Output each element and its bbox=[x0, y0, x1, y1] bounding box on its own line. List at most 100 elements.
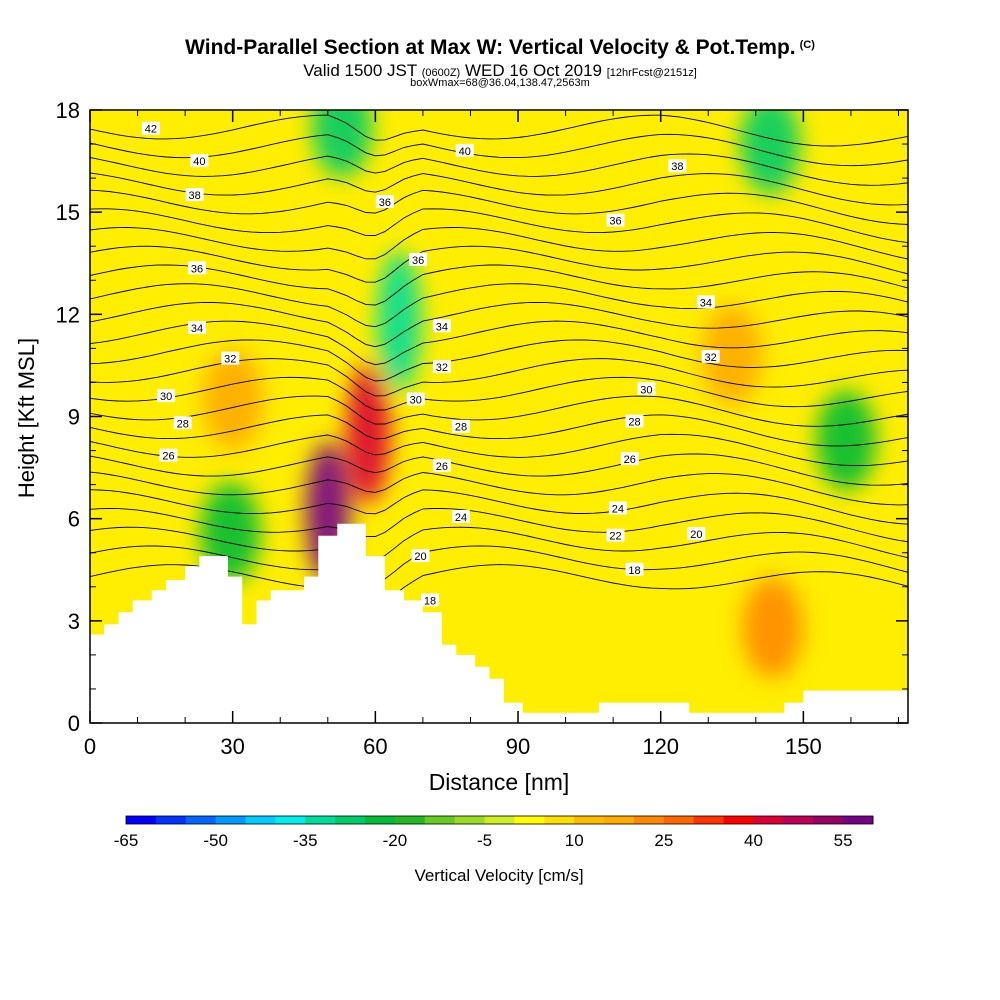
valid-date: WED 16 Oct 2019 bbox=[464, 61, 602, 80]
contour-label: 36 bbox=[375, 194, 394, 209]
colorbar-swatch bbox=[544, 816, 575, 824]
colorbar-swatch bbox=[693, 816, 725, 824]
svg-text:32: 32 bbox=[224, 354, 236, 366]
isentrope-line bbox=[90, 453, 908, 486]
svg-text:40: 40 bbox=[193, 156, 205, 168]
isentrope-line bbox=[90, 471, 908, 506]
plot-area bbox=[90, 110, 908, 723]
forecast-info: [12hrFcst@2151z] bbox=[606, 67, 697, 79]
colorbar-swatch bbox=[574, 816, 605, 824]
isentrope-line bbox=[90, 339, 908, 382]
x-axis-label: Distance [nm] bbox=[429, 769, 570, 795]
contour-label: 34 bbox=[696, 295, 715, 309]
valid-time-utc: (0600Z) bbox=[421, 67, 461, 79]
contour-label: 24 bbox=[451, 509, 470, 524]
svg-text:36: 36 bbox=[379, 197, 391, 209]
x-tick-label: 90 bbox=[506, 734, 530, 759]
isentrope-line bbox=[90, 114, 908, 147]
colorbar-tick-label: -5 bbox=[477, 831, 492, 850]
updraft-core-3 bbox=[742, 577, 803, 678]
contour-label: 30 bbox=[157, 389, 176, 403]
colorbar-swatch bbox=[663, 816, 695, 824]
colorbar-swatch bbox=[305, 816, 336, 824]
isentrope-line bbox=[90, 172, 908, 206]
colorbar-swatch bbox=[155, 816, 187, 824]
contour-label: 32 bbox=[701, 349, 720, 364]
isentrope-line bbox=[90, 153, 908, 186]
colorbar-swatch bbox=[424, 816, 456, 824]
svg-text:28: 28 bbox=[177, 418, 189, 430]
contour-label: 36 bbox=[606, 213, 625, 228]
isentrope-line bbox=[90, 433, 908, 467]
svg-text:24: 24 bbox=[455, 512, 467, 524]
contour-label: 26 bbox=[620, 452, 639, 466]
isentrope-line bbox=[90, 301, 908, 348]
colorbar-tick-label: 40 bbox=[744, 831, 763, 850]
contour-label: 30 bbox=[406, 392, 425, 406]
svg-text:32: 32 bbox=[436, 362, 448, 374]
isentrope-line bbox=[90, 264, 908, 306]
contour-label: 36 bbox=[409, 252, 428, 267]
colorbar-swatch bbox=[335, 816, 366, 824]
colorbar-swatch bbox=[394, 816, 426, 824]
contour-label: 20 bbox=[687, 526, 706, 541]
colorbar-label: Vertical Velocity [cm/s] bbox=[414, 866, 583, 885]
contour-label: 38 bbox=[668, 159, 687, 173]
x-tick-label: 60 bbox=[363, 734, 387, 759]
copyright-mark: (C) bbox=[799, 39, 815, 51]
contour-label: 42 bbox=[141, 121, 160, 136]
contour-label: 20 bbox=[411, 549, 430, 563]
svg-text:36: 36 bbox=[191, 263, 203, 275]
isentrope-line bbox=[90, 414, 908, 447]
colorbar-tick-label: -65 bbox=[114, 831, 139, 850]
isentrope-line bbox=[90, 320, 908, 366]
colorbar-tick-label: 10 bbox=[565, 831, 584, 850]
colorbar-swatch bbox=[245, 816, 276, 824]
chart-title: Wind-Parallel Section at Max W: Vertical… bbox=[0, 36, 1000, 60]
downdraft-core-6 bbox=[312, 110, 373, 178]
colorbar-swatch bbox=[514, 816, 545, 824]
chart-title-text: Wind-Parallel Section at Max W: Vertical… bbox=[185, 36, 796, 59]
isentrope-line bbox=[90, 526, 908, 561]
svg-text:30: 30 bbox=[640, 384, 652, 396]
colorbar-swatch bbox=[633, 816, 665, 824]
svg-text:42: 42 bbox=[145, 124, 157, 136]
colorbar-tick-label: -20 bbox=[383, 831, 408, 850]
contour-label: 40 bbox=[190, 154, 209, 168]
colorbar-tick-label: 55 bbox=[834, 831, 853, 850]
isentrope-line bbox=[90, 227, 908, 260]
contour-label: 26 bbox=[432, 458, 451, 473]
svg-text:30: 30 bbox=[160, 391, 172, 403]
svg-text:30: 30 bbox=[410, 394, 422, 406]
colorbar-swatch bbox=[215, 816, 247, 824]
y-tick-label: 12 bbox=[56, 302, 80, 327]
y-tick-label: 9 bbox=[68, 405, 80, 430]
svg-text:32: 32 bbox=[705, 352, 717, 364]
contour-label: 28 bbox=[173, 416, 192, 430]
colorbar-swatch bbox=[454, 816, 486, 824]
y-tick-label: 3 bbox=[68, 609, 80, 634]
y-tick-label: 0 bbox=[68, 711, 80, 736]
x-tick-label: 0 bbox=[84, 734, 96, 759]
terrain-mask bbox=[90, 523, 908, 723]
svg-text:34: 34 bbox=[191, 323, 203, 335]
colorbar-tick-label: -50 bbox=[203, 831, 228, 850]
svg-text:26: 26 bbox=[162, 451, 174, 463]
colorbar-swatch bbox=[275, 816, 306, 824]
colorbar-swatch bbox=[185, 816, 217, 824]
chart-subtitle: Valid 1500 JST (0600Z) WED 16 Oct 2019 [… bbox=[0, 61, 1000, 81]
svg-text:26: 26 bbox=[624, 454, 636, 466]
box-max-info: boxWmax=68@36.04,138.47,2563m bbox=[410, 77, 590, 89]
isentrope-line bbox=[90, 489, 908, 525]
contour-label: 28 bbox=[451, 419, 470, 434]
x-tick-label: 30 bbox=[220, 734, 244, 759]
colorbar-swatch bbox=[813, 816, 844, 824]
svg-text:36: 36 bbox=[609, 216, 621, 228]
colorbar-swatch bbox=[365, 816, 396, 824]
svg-text:34: 34 bbox=[700, 297, 712, 309]
svg-text:38: 38 bbox=[671, 161, 683, 173]
x-tick-label: 150 bbox=[785, 734, 822, 759]
svg-text:24: 24 bbox=[612, 503, 624, 515]
svg-text:28: 28 bbox=[628, 417, 640, 429]
updraft-core-1 bbox=[346, 363, 391, 504]
